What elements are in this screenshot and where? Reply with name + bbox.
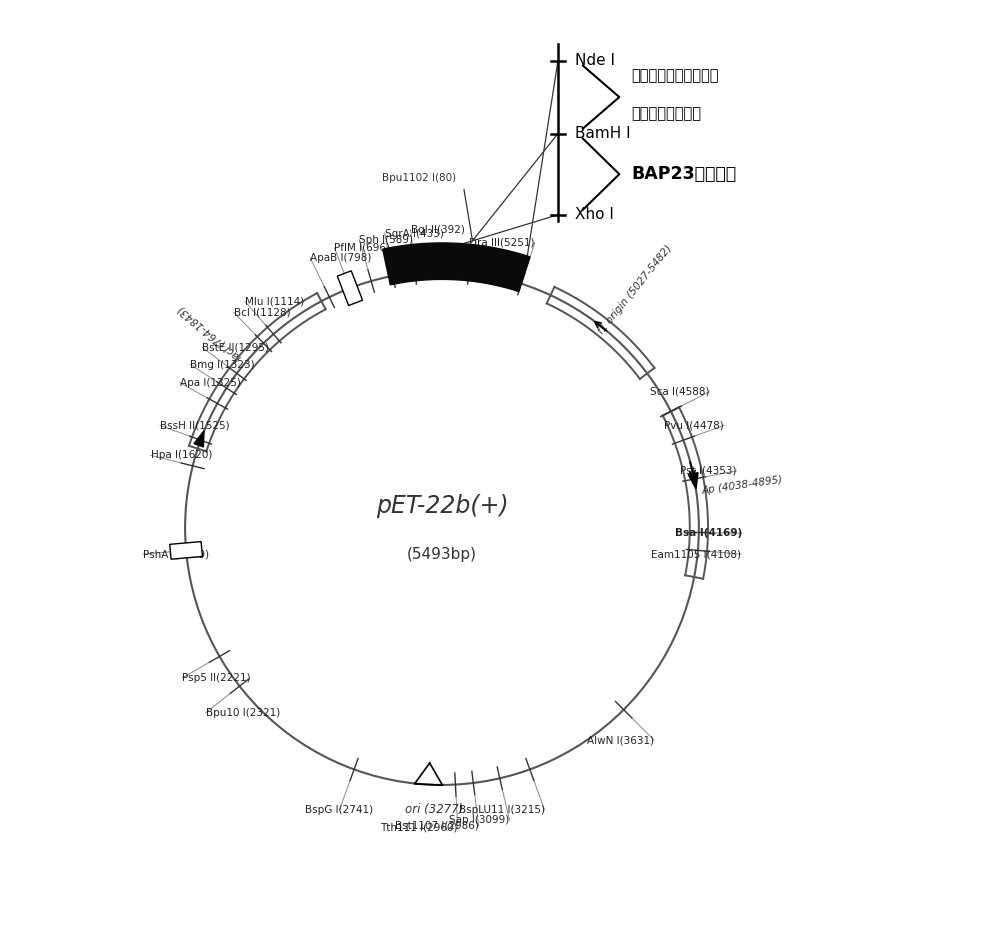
Text: Bpu10 I(2321): Bpu10 I(2321) [206, 708, 280, 718]
Text: Apa I(1325): Apa I(1325) [180, 378, 240, 387]
Text: AlwN I(3631): AlwN I(3631) [587, 735, 654, 745]
Text: Mlu I(1114): Mlu I(1114) [245, 297, 304, 306]
Text: BspLU11 I(3215): BspLU11 I(3215) [459, 805, 545, 815]
Text: ApaB I(798): ApaB I(798) [310, 254, 372, 263]
Text: Sap I(3099): Sap I(3099) [449, 815, 509, 825]
Text: (5493bp): (5493bp) [407, 547, 477, 562]
Text: Tth111 I(2960): Tth111 I(2960) [380, 822, 458, 833]
Text: Bpu1102 I(80): Bpu1102 I(80) [382, 173, 456, 183]
Text: Pvu I(4478): Pvu I(4478) [664, 420, 724, 431]
Text: Nde Ⅰ: Nde Ⅰ [575, 54, 615, 68]
Text: Hpa I(1620): Hpa I(1620) [151, 450, 212, 461]
Text: PshA I(1959): PshA I(1959) [143, 549, 209, 559]
Polygon shape [170, 541, 202, 559]
Text: SgrA I(433): SgrA I(433) [385, 228, 444, 239]
Text: Eam1105 I(4108): Eam1105 I(4108) [651, 549, 741, 559]
Polygon shape [383, 243, 530, 291]
Text: PflM I(696): PflM I(696) [334, 243, 390, 253]
Text: Dra III(5251): Dra III(5251) [469, 238, 535, 248]
Text: Bmg I(1323): Bmg I(1323) [190, 360, 255, 369]
Text: Xho Ⅰ: Xho Ⅰ [575, 207, 613, 222]
Text: Bgl II(392): Bgl II(392) [411, 225, 465, 235]
Text: BssH II(1525): BssH II(1525) [160, 420, 230, 431]
Text: （无终止密码子）: （无终止密码子） [631, 106, 701, 121]
Text: BamH Ⅰ: BamH Ⅰ [575, 126, 630, 141]
Text: Bcl I(1128): Bcl I(1128) [234, 307, 290, 317]
Text: BspG I(2741): BspG I(2741) [305, 805, 373, 815]
Text: Bsa I(4169): Bsa I(4169) [675, 528, 742, 539]
Text: Sph I(589): Sph I(589) [359, 235, 413, 244]
Text: lacI (764-1843): lacI (764-1843) [176, 304, 243, 363]
Text: Pst I(4353): Pst I(4353) [680, 465, 736, 476]
Text: f1 origin (5027-5482): f1 origin (5027-5482) [596, 243, 674, 336]
Text: Psp5 II(2221): Psp5 II(2221) [182, 673, 251, 683]
Polygon shape [337, 271, 363, 306]
Text: BAP23编码基因: BAP23编码基因 [631, 165, 736, 183]
Polygon shape [194, 431, 204, 447]
Text: ori (3277): ori (3277) [405, 803, 463, 816]
Polygon shape [688, 473, 698, 489]
Text: Sca I(4588): Sca I(4588) [650, 387, 709, 397]
Text: Ap (4038-4895): Ap (4038-4895) [701, 475, 784, 496]
Text: BstE II(1295): BstE II(1295) [202, 342, 269, 352]
Text: Bst1107 I(2986): Bst1107 I(2986) [395, 821, 479, 831]
Text: pET-22b(+): pET-22b(+) [376, 494, 508, 519]
Text: 无机焦磷酸酶编码基因: 无机焦磷酸酶编码基因 [631, 68, 718, 83]
